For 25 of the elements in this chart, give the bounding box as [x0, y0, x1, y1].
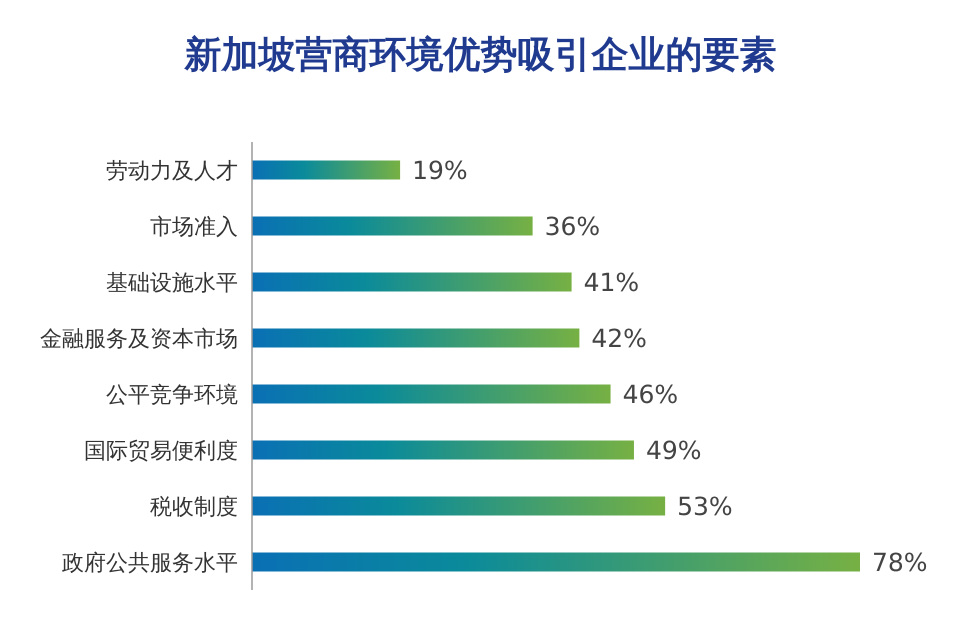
- y-tick-label: 公平竞争环境: [106, 383, 238, 408]
- y-tick-label: 金融服务及资本市场: [40, 327, 238, 352]
- bar: [252, 272, 572, 292]
- data-label: 36%: [544, 212, 600, 241]
- y-tick-label: 劳动力及人才: [106, 159, 238, 184]
- data-label: 46%: [622, 380, 678, 409]
- data-label: 41%: [584, 268, 640, 297]
- y-tick-label: 基础设施水平: [106, 271, 238, 296]
- bar: [252, 216, 533, 236]
- bar: [252, 328, 580, 348]
- y-tick-label: 税收制度: [150, 495, 238, 520]
- bar: [252, 440, 634, 460]
- data-label: 19%: [412, 156, 468, 185]
- y-tick-label: 市场准入: [150, 215, 238, 240]
- bar: [252, 496, 666, 516]
- bar: [252, 160, 400, 180]
- data-label: 49%: [646, 436, 702, 465]
- chart-title: 新加坡营商环境优势吸引企业的要素: [184, 33, 776, 76]
- y-tick-label: 政府公共服务水平: [62, 551, 238, 576]
- data-label: 78%: [872, 548, 928, 577]
- bar: [252, 552, 860, 572]
- bar: [252, 384, 611, 404]
- data-label: 42%: [591, 324, 647, 353]
- y-tick-label: 国际贸易便利度: [84, 439, 238, 464]
- data-label: 53%: [677, 492, 733, 521]
